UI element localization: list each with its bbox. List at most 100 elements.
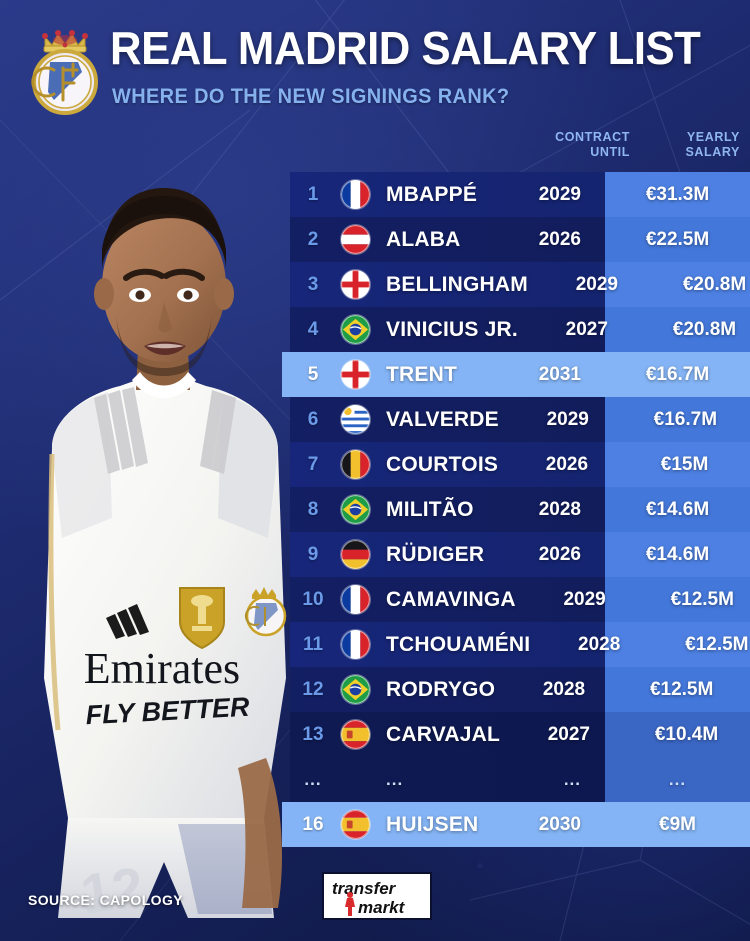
row-band-salary xyxy=(605,712,750,757)
row-band-left xyxy=(282,352,597,397)
row-band-salary xyxy=(605,667,750,712)
row-cells: 12 RODRYGO 2028 €12.5M xyxy=(290,667,750,712)
rank-cell: 12 xyxy=(302,678,324,700)
contract-until-cell: 2029 xyxy=(563,588,606,610)
table-row[interactable]: 6 VALVERDE 2029 €16.7M xyxy=(290,397,750,442)
table-row[interactable]: 1 MBAPPÉ 2029 €31.3M xyxy=(290,172,750,217)
svg-text:Emirates: Emirates xyxy=(84,644,240,693)
yearly-salary-cell: €10.4M xyxy=(654,723,719,745)
row-cells: 7 COURTOIS 2026 €15M xyxy=(290,442,750,487)
table-row[interactable]: 7 COURTOIS 2026 €15M xyxy=(290,442,750,487)
rank-cell: 9 xyxy=(307,543,319,565)
player-name-cell: RODRYGO xyxy=(386,677,496,701)
table-row[interactable]: 2 ALABA 2026 €22.5M xyxy=(290,217,750,262)
rank-cell: 8 xyxy=(307,498,319,520)
svg-text:markt: markt xyxy=(358,898,406,917)
yearly-salary-cell: €31.3M xyxy=(645,183,710,205)
austria-flag-icon xyxy=(336,225,374,254)
row-cells: ............ xyxy=(290,757,750,802)
row-cells: 5 TRENT 2031 €16.7M xyxy=(282,352,750,397)
row-cells: 8 MILITÃO 2028 €14.6M xyxy=(290,487,750,532)
yearly-salary-cell: €14.6M xyxy=(645,543,710,565)
table-row[interactable]: 13 CARVAJAL 2027 €10.4M xyxy=(290,712,750,757)
contract-until-cell: 2028 xyxy=(538,498,581,520)
spain-flag-icon xyxy=(336,720,374,749)
contract-until-cell: 2026 xyxy=(538,228,581,250)
rank-cell: 7 xyxy=(307,453,319,475)
table-row[interactable]: 9 RÜDIGER 2026 €14.6M xyxy=(290,532,750,577)
rank-cell: 3 xyxy=(307,273,319,295)
row-band-salary xyxy=(605,172,750,217)
contract-until-cell: 2030 xyxy=(538,813,581,835)
england-flag-icon xyxy=(336,270,374,299)
player-name-cell: BELLINGHAM xyxy=(386,272,528,296)
contract-until-cell: ... xyxy=(563,769,581,789)
table-row-ellipsis[interactable]: ............ xyxy=(290,757,750,802)
yearly-salary-cell: €9M xyxy=(659,813,696,835)
table-row[interactable]: 5 TRENT 2031 €16.7M xyxy=(282,352,750,397)
yearly-salary-cell: €20.8M xyxy=(672,318,737,340)
england-flag-icon xyxy=(336,360,374,389)
yearly-salary-cell: €16.7M xyxy=(653,408,718,430)
rank-cell: 11 xyxy=(302,633,324,655)
row-cells: 4 VINICIUS JR. 2027 €20.8M xyxy=(290,307,750,352)
table-row[interactable]: 11 TCHOUAMÉNI 2028 €12.5M xyxy=(290,622,750,667)
row-cells: 6 VALVERDE 2029 €16.7M xyxy=(290,397,750,442)
contract-until-cell: 2029 xyxy=(546,408,589,430)
contract-until-cell: 2029 xyxy=(538,183,581,205)
row-band-salary xyxy=(597,352,750,397)
player-name-cell: CAMAVINGA xyxy=(386,587,516,611)
player-name-cell: VINICIUS JR. xyxy=(386,317,518,341)
yearly-salary-cell: €20.8M xyxy=(682,273,747,295)
column-headers: CONTRACT UNTIL YEARLY SALARY xyxy=(455,130,750,172)
france-flag-icon xyxy=(336,180,374,209)
player-name-cell: MBAPPÉ xyxy=(386,182,478,206)
player-photo: Emirates FLY BETTER 12 xyxy=(28,118,298,918)
header: REAL MADRID SALARY LIST WHERE DO THE NEW… xyxy=(0,0,750,125)
contract-until-cell: 2026 xyxy=(545,453,589,475)
contract-until-cell: 2031 xyxy=(538,363,581,385)
row-band-salary xyxy=(605,622,750,667)
row-band-left xyxy=(290,757,605,802)
row-band-salary xyxy=(605,262,750,307)
row-cells: 11 TCHOUAMÉNI 2028 €12.5M xyxy=(290,622,750,667)
table-row[interactable]: 16 HUIJSEN 2030 €9M xyxy=(282,802,750,847)
yearly-salary-cell: €22.5M xyxy=(645,228,710,250)
france-flag-icon xyxy=(336,585,374,614)
belgium-flag-icon xyxy=(336,450,374,479)
salary-table: 1 MBAPPÉ 2029 €31.3M 2 ALABA 2026 €22.5M 3 BELLIN… xyxy=(282,172,750,847)
player-name-cell: TRENT xyxy=(386,362,457,386)
row-cells: 16 HUIJSEN 2030 €9M xyxy=(282,802,750,847)
row-cells: 3 BELLINGHAM 2029 €20.8M xyxy=(290,262,750,307)
yearly-salary-line2: SALARY xyxy=(685,145,740,159)
rank-cell: 6 xyxy=(307,408,319,430)
brazil-flag-icon xyxy=(336,495,374,524)
player-name-cell: COURTOIS xyxy=(386,452,499,476)
transfermarkt-logo: transfer markt xyxy=(322,872,432,920)
rank-cell: 4 xyxy=(307,318,319,340)
row-band-salary xyxy=(597,802,750,847)
table-row[interactable]: 3 BELLINGHAM 2029 €20.8M xyxy=(290,262,750,307)
row-cells: 10 CAMAVINGA 2029 €12.5M xyxy=(290,577,750,622)
svg-text:12: 12 xyxy=(77,855,147,918)
row-band-salary xyxy=(605,397,750,442)
france-flag-icon xyxy=(336,630,374,659)
contract-until-cell: 2026 xyxy=(538,543,581,565)
row-band-salary xyxy=(605,532,750,577)
table-row[interactable]: 4 VINICIUS JR. 2027 €20.8M xyxy=(290,307,750,352)
source-label: SOURCE: CAPOLOGY xyxy=(28,892,183,908)
row-cells: 1 MBAPPÉ 2029 €31.3M xyxy=(290,172,750,217)
yearly-salary-cell: €15M xyxy=(660,453,709,475)
spain-flag-icon xyxy=(336,810,374,839)
yearly-salary-cell: €12.5M xyxy=(685,633,749,655)
table-row[interactable]: 12 RODRYGO 2028 €12.5M xyxy=(290,667,750,712)
table-row[interactable]: 8 MILITÃO 2028 €14.6M xyxy=(290,487,750,532)
row-band-salary xyxy=(605,757,750,802)
table-row[interactable]: 10 CAMAVINGA 2029 €12.5M xyxy=(290,577,750,622)
rank-cell: 5 xyxy=(307,363,319,385)
real-madrid-crest-icon xyxy=(26,28,104,120)
rank-cell: 16 xyxy=(302,813,324,835)
germany-flag-icon xyxy=(336,540,374,569)
page-title: REAL MADRID SALARY LIST xyxy=(110,22,701,74)
